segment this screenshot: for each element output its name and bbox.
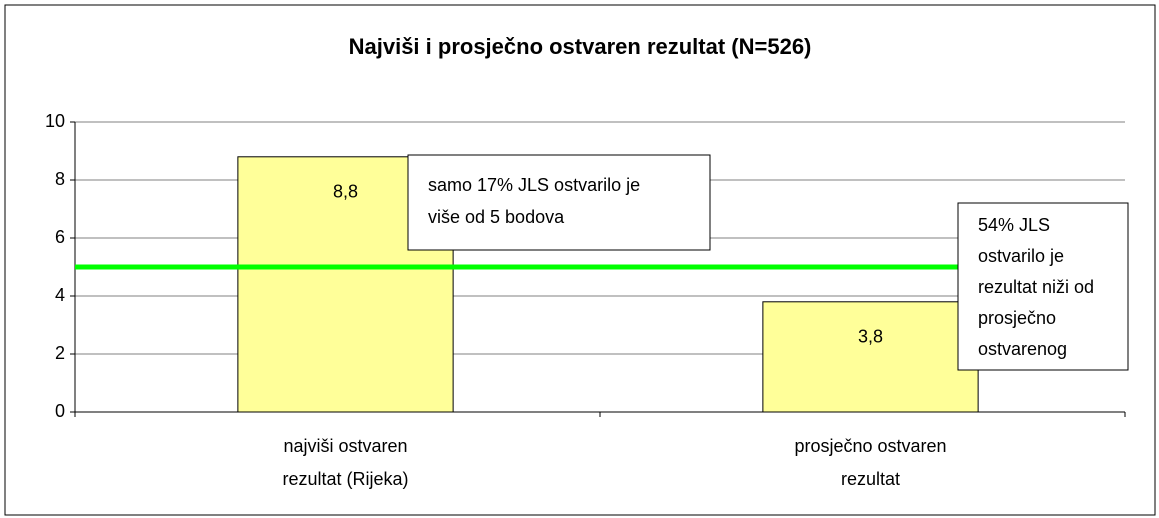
y-tick-label: 0 (55, 401, 65, 421)
x-tick-label: prosječno ostvaren rezultat (794, 436, 946, 489)
value-label: 8,8 (333, 182, 358, 202)
y-tick-label: 2 (55, 343, 65, 363)
annotation: 54% JLS ostvarilo je rezultat niži od prosj… (978, 215, 1094, 359)
y-tick-label: 10 (45, 111, 65, 131)
y-tick-label: 8 (55, 169, 65, 189)
bar (762, 301, 979, 413)
y-tick-label: 4 (55, 285, 65, 305)
annotation-box (957, 202, 1129, 371)
y-tick-label: 6 (55, 227, 65, 247)
value-label: 3,8 (858, 327, 883, 347)
annotation: samo 17% JLS ostvarilo je više od 5 bodov… (428, 175, 640, 227)
chart-title: Najviši i prosječno ostvaren rezultat (N… (349, 34, 812, 59)
annotation-box (407, 154, 711, 251)
x-tick-label: najviši ostvaren rezultat (Rijeka) (282, 436, 408, 489)
